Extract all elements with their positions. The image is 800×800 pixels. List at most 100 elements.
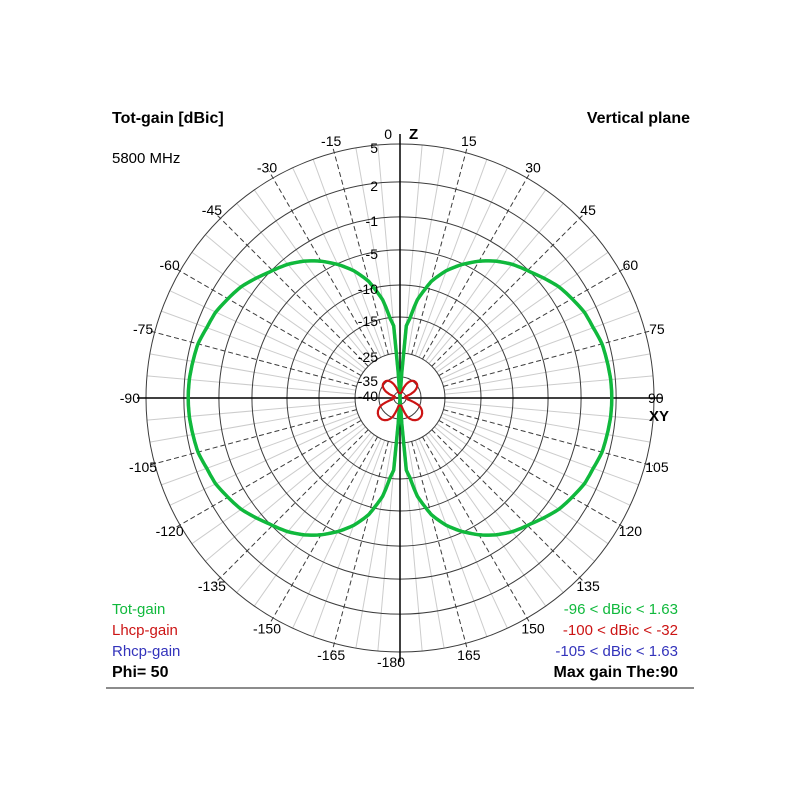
- angle-label: 30: [525, 160, 541, 176]
- angle-label: -150: [253, 620, 281, 636]
- minor-spoke: [146, 401, 356, 421]
- angle-label: 60: [623, 257, 639, 273]
- minor-spoke: [436, 423, 609, 545]
- major-spoke: [438, 420, 628, 530]
- lhcp-gain-range: -100 < dBic < -32: [562, 622, 678, 639]
- minor-spoke: [146, 375, 356, 395]
- legend-tot-gain: Tot-gain: [112, 601, 166, 618]
- minor-spoke: [355, 442, 393, 649]
- plane-label: Vertical plane: [586, 110, 690, 127]
- minor-spoke: [440, 290, 631, 380]
- legend-lhcp-gain: Lhcp-gain: [112, 622, 178, 639]
- minor-spoke: [312, 159, 386, 356]
- minor-spoke: [377, 442, 397, 652]
- rhcp-gain-range: -105 < dBic < 1.63: [555, 643, 678, 660]
- radial-scale-label: -40: [358, 388, 378, 404]
- minor-spoke: [236, 203, 372, 364]
- angle-label: -75: [133, 321, 153, 337]
- angle-label: -15: [321, 133, 341, 149]
- minor-spoke: [253, 434, 375, 607]
- phi-value-label: Phi= 50: [112, 664, 169, 681]
- angle-label-180: -180: [377, 654, 405, 670]
- minor-spoke: [442, 310, 639, 384]
- minor-spoke: [161, 412, 358, 486]
- minor-spoke: [444, 353, 651, 391]
- minor-spoke: [205, 234, 366, 370]
- radial-scale-label: -35: [358, 373, 378, 389]
- angle-label: 75: [649, 321, 665, 337]
- legend: Tot-gain Lhcp-gain Rhcp-gain Phi= 50: [112, 599, 180, 683]
- angle-label: -60: [160, 257, 180, 273]
- major-spoke: [443, 409, 654, 467]
- radial-scale-label: -1: [366, 213, 379, 229]
- angle-label-0: 0: [384, 126, 392, 142]
- angle-label: -105: [129, 459, 157, 475]
- footer-divider: [106, 687, 694, 689]
- minor-spoke: [414, 440, 488, 637]
- angle-label: 165: [457, 647, 481, 663]
- minor-spoke: [428, 203, 564, 364]
- major-spoke: [411, 441, 469, 652]
- major-spoke: [146, 409, 357, 467]
- radial-scale-label: -25: [358, 349, 378, 365]
- minor-spoke: [403, 144, 423, 354]
- minor-spoke: [425, 189, 547, 362]
- minor-spoke: [444, 401, 654, 421]
- major-spoke: [146, 329, 357, 387]
- minor-spoke: [149, 405, 356, 443]
- minor-spoke: [161, 310, 358, 384]
- minor-spoke: [403, 442, 423, 652]
- angle-label: 45: [580, 202, 596, 218]
- angle-label: -120: [156, 523, 184, 539]
- angle-label: 135: [576, 578, 600, 594]
- horizon-marker-xy: XY: [649, 408, 669, 425]
- angle-label: -30: [257, 160, 277, 176]
- angle-label: 15: [461, 133, 477, 149]
- frequency-label: 5800 MHz: [112, 150, 181, 167]
- radial-scale-label: -15: [358, 313, 378, 329]
- minor-spoke: [191, 423, 364, 545]
- max-gain-label: Max gain The:90: [553, 664, 678, 681]
- legend-rhcp-gain: Rhcp-gain: [112, 643, 181, 660]
- radial-scale-label: 5: [370, 140, 378, 156]
- minor-spoke: [377, 144, 397, 354]
- minor-spoke: [312, 440, 386, 637]
- chart-title: Tot-gain [dBic]: [112, 110, 224, 127]
- minor-spoke: [407, 147, 445, 354]
- angle-label-90: 90: [648, 390, 664, 406]
- angle-label: -135: [198, 578, 226, 594]
- minor-spoke: [436, 251, 609, 373]
- minor-spoke: [434, 426, 595, 562]
- minor-spoke: [355, 147, 393, 354]
- gain-range-stats: -96 < dBic < 1.63 -100 < dBic < -32 -105…: [554, 599, 678, 683]
- major-spoke: [172, 266, 362, 376]
- minor-spoke: [253, 189, 375, 362]
- radial-scale-label: 2: [370, 178, 378, 194]
- tot-gain-curve: [186, 259, 614, 537]
- minor-spoke: [414, 159, 488, 356]
- minor-spoke: [407, 442, 445, 649]
- minor-spoke: [442, 412, 639, 486]
- minor-spoke: [205, 426, 366, 562]
- minor-spoke: [444, 375, 654, 395]
- angle-label-neg90: -90: [120, 390, 140, 406]
- minor-spoke: [434, 234, 595, 370]
- minor-spoke: [149, 353, 356, 391]
- major-spoke: [172, 420, 362, 530]
- angle-label: 150: [521, 620, 545, 636]
- angle-label: 105: [645, 459, 669, 475]
- major-spoke: [443, 329, 654, 387]
- angle-label: -165: [317, 647, 345, 663]
- zenith-marker-z: Z: [409, 126, 418, 143]
- radial-scale-label: -10: [358, 281, 378, 297]
- angle-label: 120: [619, 523, 643, 539]
- minor-spoke: [236, 432, 372, 593]
- angle-label: -45: [202, 202, 222, 218]
- lhcp-gain-curve: [376, 379, 424, 422]
- minor-spoke: [440, 416, 631, 506]
- major-spoke: [438, 266, 628, 376]
- radial-scale-label: -5: [366, 246, 379, 262]
- minor-spoke: [191, 251, 364, 373]
